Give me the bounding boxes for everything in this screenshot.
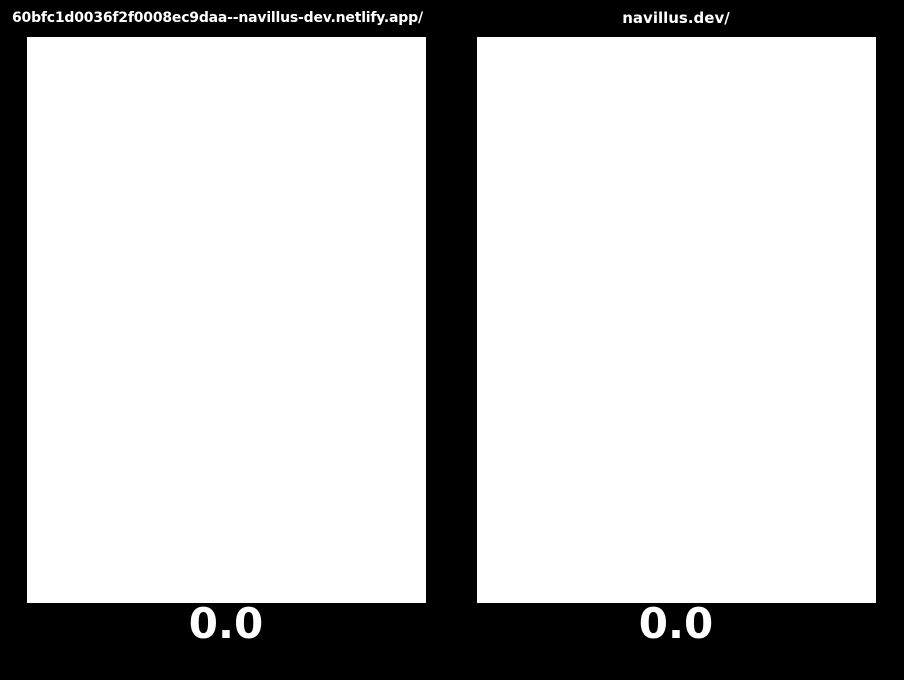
left-page-screenshot [27, 37, 426, 603]
right-panel-url: navillus.dev/ [622, 9, 730, 27]
left-panel: 60bfc1d0036f2f0008ec9daa--navillus-dev.n… [12, 0, 426, 680]
left-panel-url: 60bfc1d0036f2f0008ec9daa--navillus-dev.n… [12, 10, 423, 26]
left-panel-score: 0.0 [188, 599, 264, 648]
right-panel-score: 0.0 [638, 599, 714, 648]
right-page-screenshot [477, 37, 876, 603]
right-panel: navillus.dev/ 0.0 [476, 0, 876, 680]
